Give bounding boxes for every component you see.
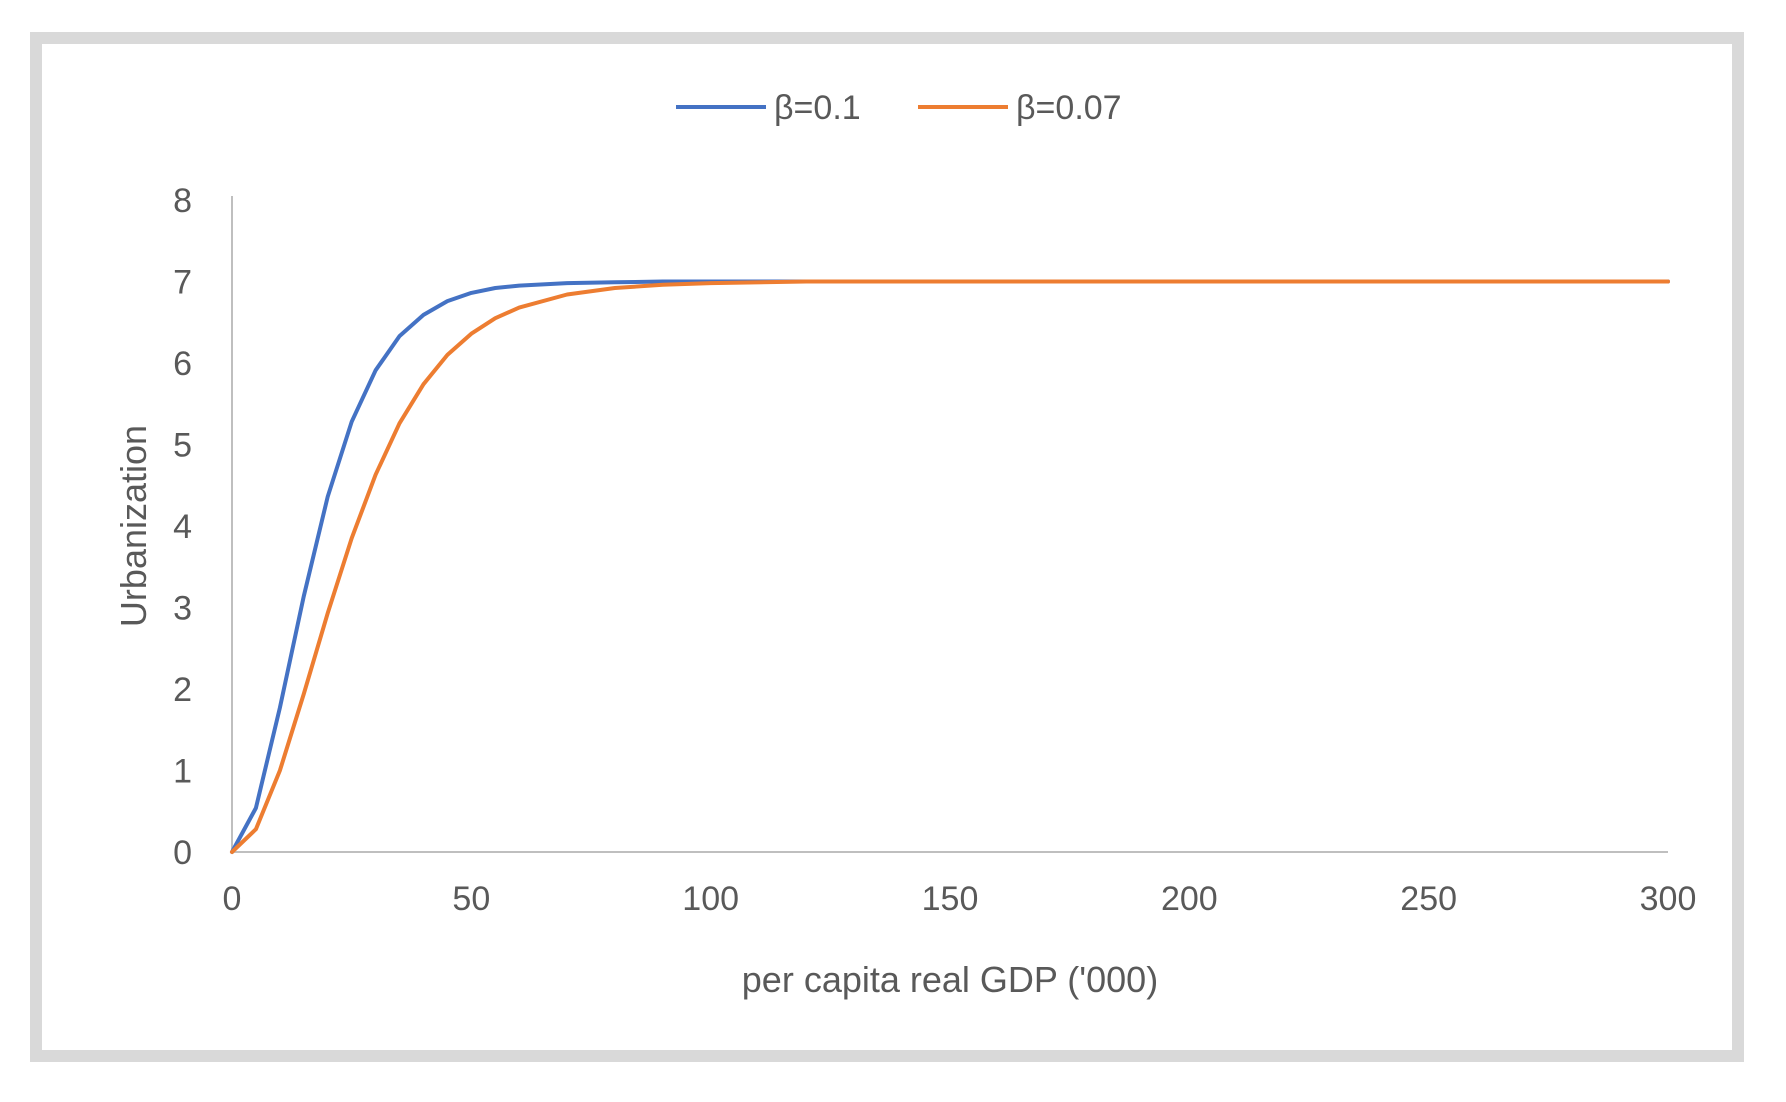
x-tick-label: 300 bbox=[1640, 880, 1697, 918]
y-tick-label: 0 bbox=[173, 834, 192, 872]
y-tick-label: 4 bbox=[173, 508, 192, 546]
x-tick-label: 250 bbox=[1400, 880, 1457, 918]
legend-label-beta-0.07: β=0.07 bbox=[1016, 89, 1122, 127]
y-axis-title: Urbanization bbox=[113, 425, 154, 627]
x-tick-label: 200 bbox=[1161, 880, 1218, 918]
y-tick-label: 5 bbox=[173, 427, 192, 465]
plot-area bbox=[230, 279, 1670, 854]
y-tick-label: 1 bbox=[173, 753, 192, 791]
y-tick-label: 3 bbox=[173, 590, 192, 628]
legend: β=0.1 β=0.07 bbox=[676, 89, 1122, 127]
y-tick-label: 7 bbox=[173, 264, 192, 302]
legend-label-beta-0.1: β=0.1 bbox=[774, 89, 861, 127]
x-tick-label: 0 bbox=[223, 880, 242, 918]
y-tick-label: 6 bbox=[173, 345, 192, 383]
axes: 0 1 2 3 4 5 6 7 8 0 50 100 150 200 250 300 bbox=[173, 182, 1696, 918]
y-tick-label: 8 bbox=[173, 182, 192, 220]
series-line-beta-0.07 bbox=[230, 279, 1670, 854]
x-axis-title: per capita real GDP ('000) bbox=[742, 959, 1158, 1000]
series-line-beta-0.1 bbox=[230, 279, 1670, 854]
x-tick-label: 100 bbox=[682, 880, 739, 918]
y-tick-label: 2 bbox=[173, 671, 192, 709]
x-tick-label: 50 bbox=[452, 880, 490, 918]
x-tick-label: 150 bbox=[922, 880, 979, 918]
